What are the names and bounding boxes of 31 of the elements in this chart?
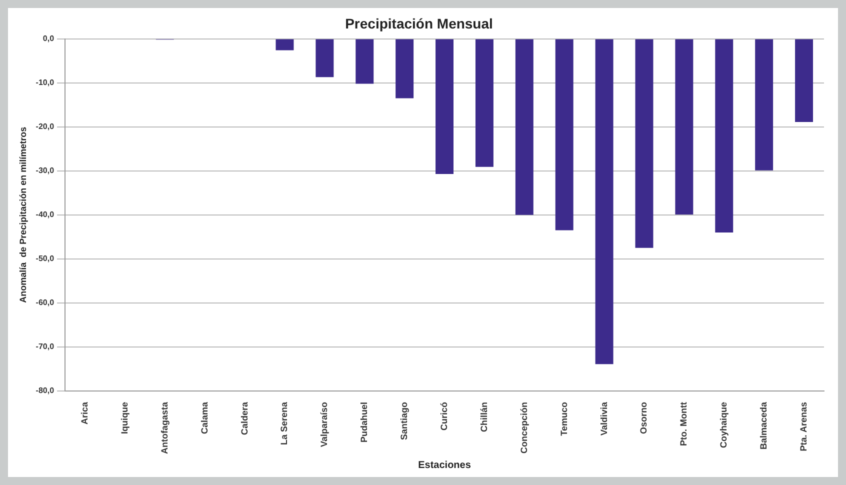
x-tick-label: Coyhaique <box>718 402 729 448</box>
x-tick-label: La Serena <box>279 401 290 446</box>
x-tick-label: Concepción <box>518 402 529 454</box>
x-tick-label: Antofagasta <box>159 401 170 454</box>
y-tick-label: -10,0 <box>36 78 55 88</box>
y-axis-title: Anomalía de Precipitación en milímetros <box>18 126 28 303</box>
y-tick-label: -40,0 <box>36 210 55 220</box>
x-tick-label: Iquique <box>119 402 130 434</box>
x-tick-label: Pudahuel <box>359 402 370 443</box>
x-tick-label: Temuco <box>558 402 569 436</box>
x-tick-label: Valparaíso <box>319 402 330 448</box>
x-axis-title: Estaciones <box>418 460 472 471</box>
x-tick-label: Arica <box>79 401 90 425</box>
y-tick-label: -70,0 <box>36 342 55 352</box>
x-tick-label: Osorno <box>638 402 649 434</box>
x-tick-label: Caldera <box>239 401 250 436</box>
y-tick-label: -50,0 <box>36 254 55 264</box>
x-tick-label: Pta. Arenas <box>798 402 809 452</box>
y-tick-label: -60,0 <box>36 298 55 308</box>
y-tick-label: -80,0 <box>36 386 55 396</box>
y-tick-label: 0,0 <box>42 34 55 44</box>
x-tick-label: Pto. Montt <box>678 402 689 446</box>
y-tick-label: -20,0 <box>36 122 55 132</box>
chart-title: Precipitación Mensual <box>345 15 493 32</box>
y-tick-label: -30,0 <box>36 166 55 176</box>
x-tick-label: Curicó <box>439 402 449 431</box>
x-tick-label: Chillán <box>478 402 489 432</box>
x-tick-label: Valdivia <box>598 401 609 436</box>
x-tick-label: Santiago <box>399 402 410 440</box>
x-tick-label: Balmaceda <box>758 401 769 450</box>
x-tick-label: Calama <box>199 401 210 434</box>
